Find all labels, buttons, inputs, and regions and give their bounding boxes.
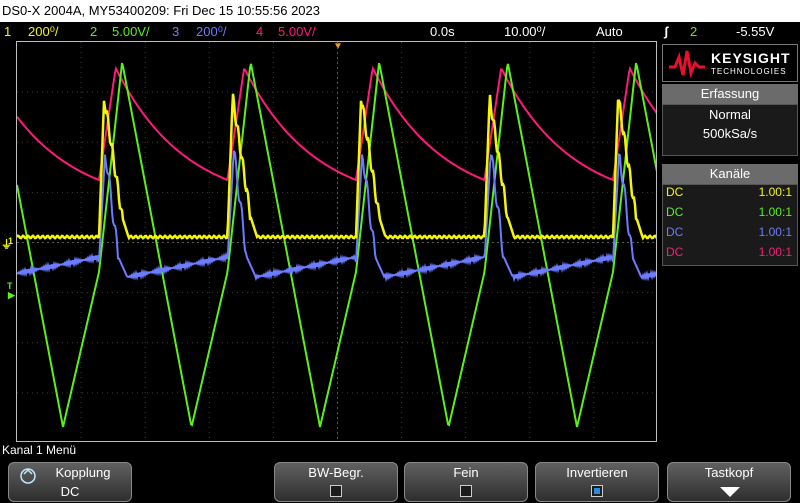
ch4-waveform <box>17 65 656 182</box>
ch3-scale[interactable]: 200⁰/ <box>196 24 227 39</box>
channel-ratio: 1.00:1 <box>758 245 792 259</box>
fein-checkbox[interactable] <box>460 485 472 497</box>
ch1-scale[interactable]: 200⁰/ <box>28 24 59 39</box>
probe-label: Tastkopf <box>704 465 754 480</box>
kopplung-softkey[interactable]: Kopplung DC <box>8 462 132 502</box>
ch4-number[interactable]: 4 <box>256 24 264 39</box>
bw-limit-softkey[interactable]: BW-Begr. <box>274 462 398 502</box>
waveform-display[interactable] <box>16 41 657 442</box>
invert-softkey[interactable]: Invertieren <box>535 462 659 502</box>
channel-ratio: 1.00:1 <box>758 185 792 199</box>
channel-row-2: DC 1.00:1 <box>666 205 796 219</box>
bw-limit-label: BW-Begr. <box>308 465 364 480</box>
trigger-source[interactable]: 2 <box>690 24 698 39</box>
channels-header: Kanäle <box>662 164 798 184</box>
trigger-edge-icon: ʃ <box>664 24 669 39</box>
trigger-level-marker-label: T <box>7 281 13 291</box>
channel-coupling: DC <box>666 205 684 219</box>
channel-coupling: DC <box>666 245 684 259</box>
trigger-level-marker-icon[interactable]: ▶ <box>8 290 15 300</box>
channel-row-3: DC 1.00:1 <box>666 225 796 239</box>
trigger-level[interactable]: -5.55V <box>736 24 775 39</box>
trigger-position-icon: ▼ <box>333 41 343 52</box>
ch1-ground-marker-icon[interactable]: ⏚ <box>1 239 12 251</box>
ch1-number[interactable]: 1 <box>4 24 12 39</box>
channel-ratio: 1.00:1 <box>758 205 792 219</box>
window-title: DS0-X 2004A, MY53400209: Fri Dec 15 10:5… <box>0 0 800 22</box>
channel-row-1: DC 1.00:1 <box>666 185 796 199</box>
channels-panel: DC 1.00:1 DC 1.00:1 DC 1.00:1 DC 1.00:1 <box>662 184 798 266</box>
timebase-value[interactable]: 10.00⁰/ <box>504 24 546 39</box>
acquisition-panel: Normal 500kSa/s <box>662 104 798 156</box>
menu-title: Kanal 1 Menü <box>2 443 77 457</box>
ch3-waveform <box>17 150 656 283</box>
status-bar: 1 200⁰/ 2 5.00V/ 3 200⁰/ 4 5.00V/ 0.0s 1… <box>0 22 800 41</box>
invert-checkbox[interactable] <box>591 485 603 497</box>
channel-coupling: DC <box>666 225 684 239</box>
ch4-scale[interactable]: 5.00V/ <box>278 24 316 39</box>
channel-ratio: 1.00:1 <box>758 225 792 239</box>
brand-sub: TECHNOLOGIES <box>711 67 787 76</box>
sample-rate: 500kSa/s <box>702 126 758 141</box>
ch2-waveform <box>17 62 656 428</box>
brand-name: KEYSIGHT <box>711 50 791 66</box>
ch3-number[interactable]: 3 <box>172 24 180 39</box>
ch1-ground-marker-label: 1 <box>8 236 14 246</box>
ch1-waveform <box>17 93 656 241</box>
fein-label: Fein <box>453 465 479 480</box>
fein-softkey[interactable]: Fein <box>404 462 528 502</box>
ch2-scale[interactable]: 5.00V/ <box>112 24 150 39</box>
waveform-canvas <box>17 42 656 441</box>
rotary-knob-icon <box>20 468 36 484</box>
kopplung-label: Kopplung <box>55 465 111 480</box>
delay-value[interactable]: 0.0s <box>430 24 455 39</box>
ch2-number[interactable]: 2 <box>90 24 98 39</box>
submenu-arrow-icon <box>720 487 740 497</box>
keysight-wave-icon <box>669 50 705 79</box>
channel-coupling: DC <box>666 185 684 199</box>
probe-softkey[interactable]: Tastkopf <box>667 462 791 502</box>
invert-label: Invertieren <box>566 465 628 480</box>
acquisition-mode: Normal <box>709 107 751 122</box>
trigger-mode[interactable]: Auto <box>596 24 623 39</box>
bw-limit-checkbox[interactable] <box>330 485 342 497</box>
acquisition-header: Erfassung <box>662 84 798 104</box>
kopplung-value: DC <box>60 484 80 499</box>
keysight-logo: KEYSIGHT TECHNOLOGIES <box>662 44 798 82</box>
channel-row-4: DC 1.00:1 <box>666 245 796 259</box>
